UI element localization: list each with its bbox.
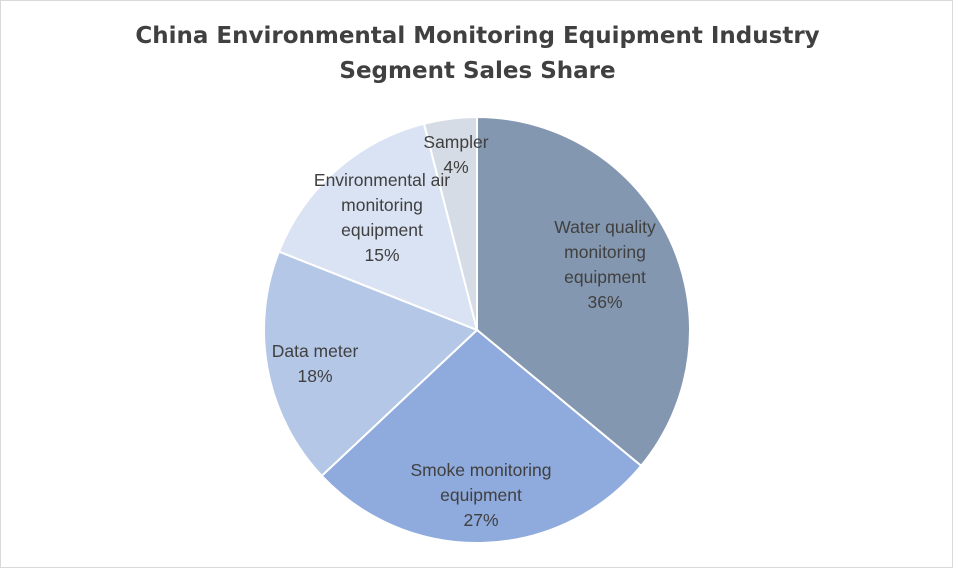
slice-label-line: monitoring (341, 195, 423, 215)
slice-label-line: Sampler (423, 132, 488, 152)
pie-slice-3 (263, 250, 479, 478)
chart-title-line-1: China Environmental Monitoring Equipment… (135, 23, 820, 49)
slice-percent-label: 15% (364, 245, 399, 265)
slice-label-line: equipment (341, 220, 423, 240)
slice-label-line: equipment (440, 485, 522, 505)
slice-label-line: Water quality (554, 217, 656, 237)
slice-label-2: Smoke monitoring equipment 27% (410, 460, 551, 530)
slice-label-line: Environmental air (314, 170, 450, 190)
slice-label-3: Data meter 18% (272, 341, 359, 386)
slice-percent-label: 18% (297, 366, 332, 386)
pie-slice-4 (277, 122, 479, 332)
slice-label-line: monitoring (564, 242, 646, 262)
slice-label-line: Data meter (272, 341, 359, 361)
slice-percent-label: 27% (463, 510, 498, 530)
pie-slice-5 (422, 115, 478, 331)
slice-label-1: Water quality monitoring equipment 36% (554, 217, 656, 312)
slice-label-4: Environmental air monitoring equipment 15% (314, 170, 450, 265)
pie-slice-2 (320, 328, 643, 544)
slice-label-line: equipment (564, 267, 646, 287)
pie-slice-1 (476, 115, 691, 468)
slice-label-5: Sampler 4% (423, 132, 488, 177)
chart-title-line-2: Segment Sales Share (339, 58, 616, 84)
slice-percent-label: 36% (587, 292, 622, 312)
chart-title: China Environmental Monitoring Equipment… (1, 19, 952, 89)
slice-percent-label: 4% (443, 157, 468, 177)
slice-label-line: Smoke monitoring (410, 460, 551, 480)
